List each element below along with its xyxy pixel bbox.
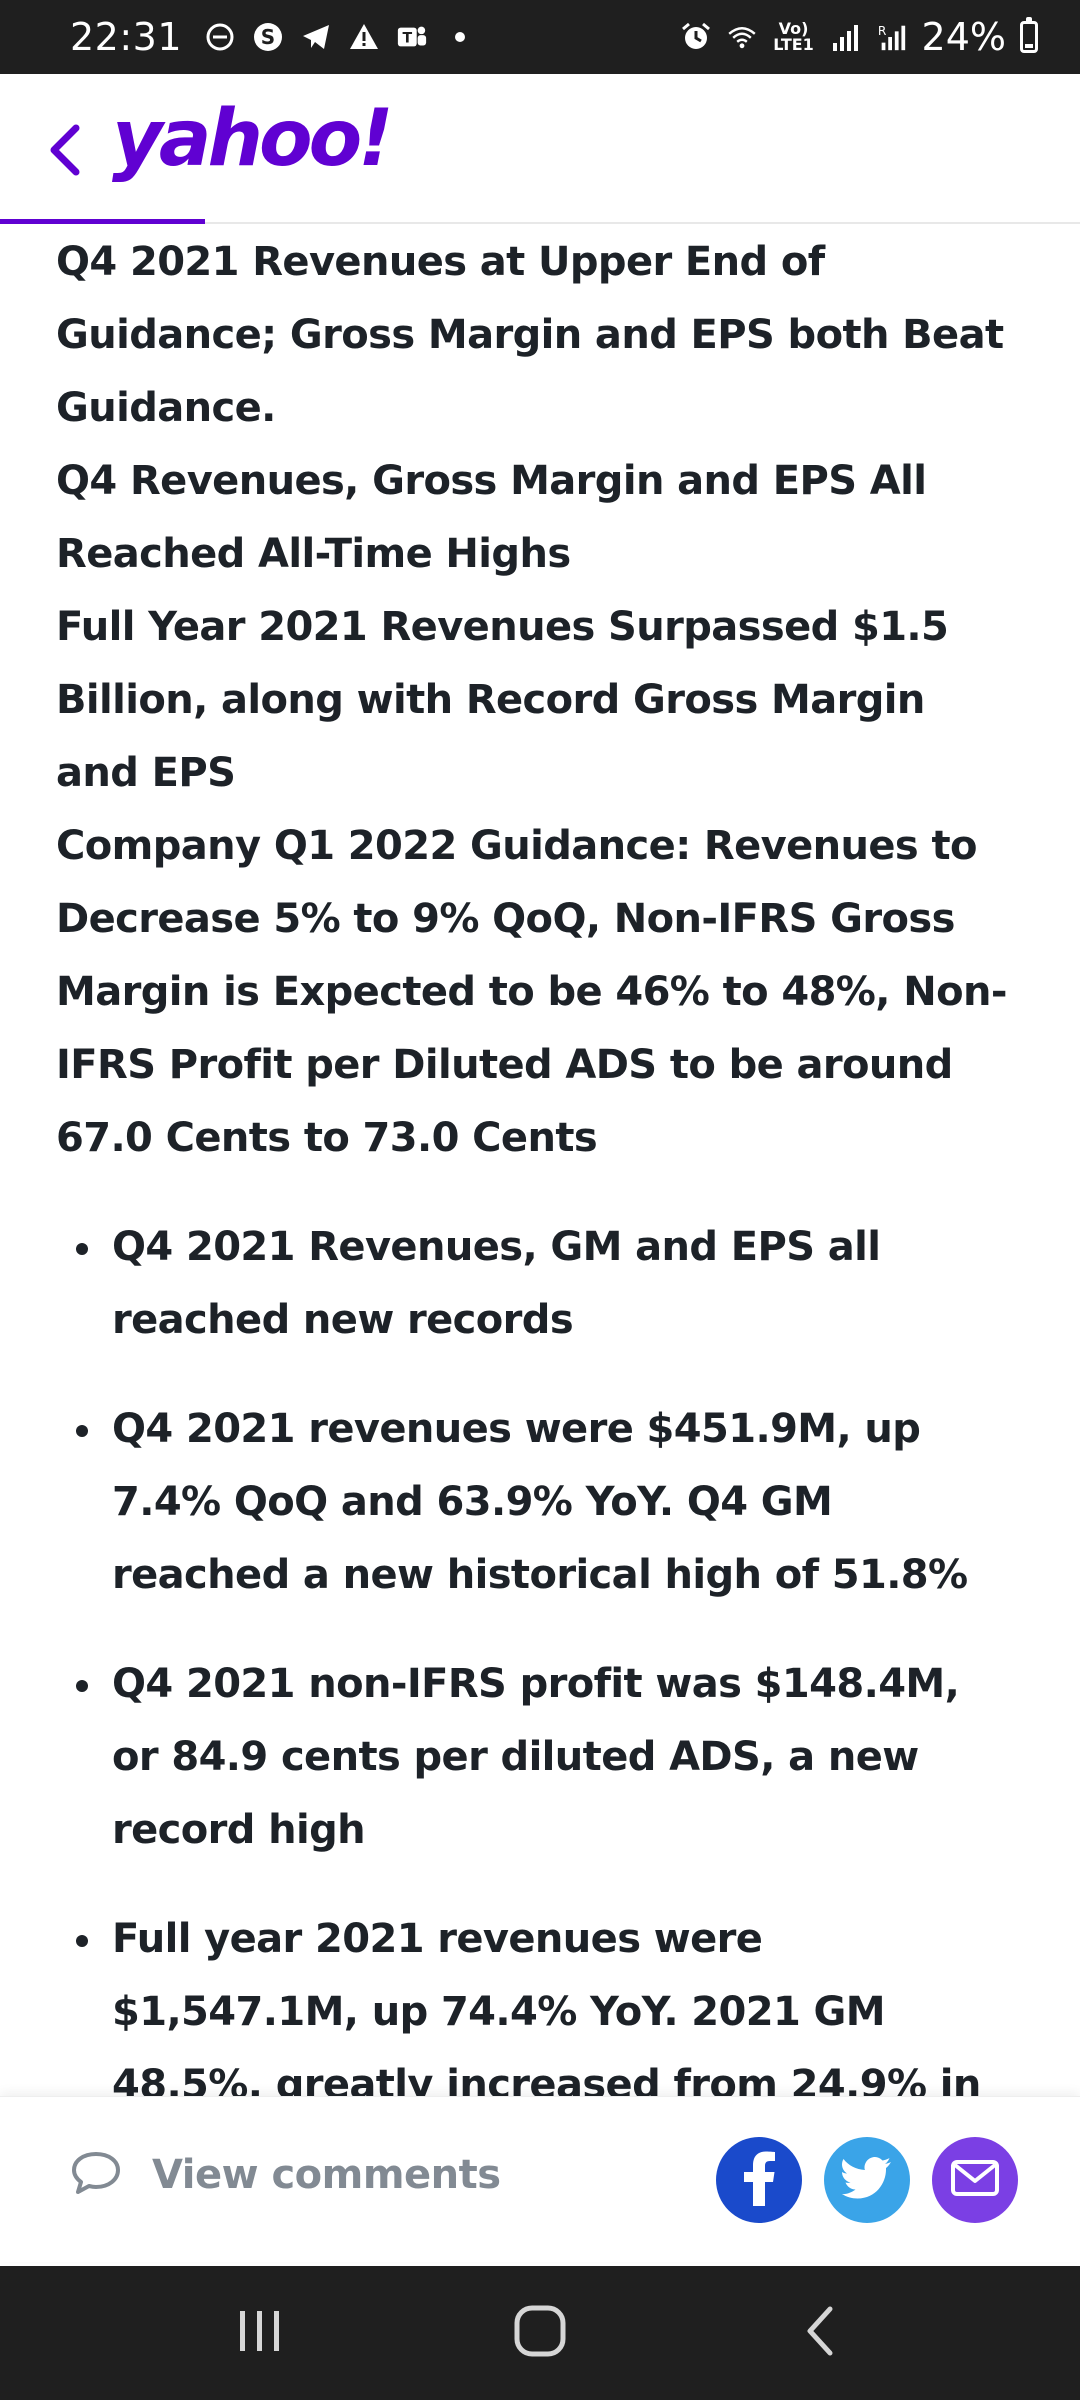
svg-text:R: R: [877, 24, 886, 38]
bullet-item: Q4 2021 revenues were $451.9M, up 7.4% Q…: [56, 1393, 1016, 1612]
highlight-line: Full Year 2021 Revenues Surpassed $1.5 B…: [56, 604, 949, 796]
recent-apps-icon: [235, 2307, 285, 2359]
view-comments-label: View comments: [152, 2152, 501, 2198]
status-system-icons: Vo) LTE1 R 24%: [680, 15, 1038, 59]
network-type-label: Vo) LTE1: [773, 19, 814, 54]
wifi-icon: [726, 21, 758, 53]
share-email-button[interactable]: [932, 2137, 1018, 2223]
yahoo-logo[interactable]: yahoo!: [112, 94, 394, 184]
view-comments-button[interactable]: View comments: [70, 2149, 501, 2201]
article-highlights: Q4 2021 Revenues at Upper End of Guidanc…: [56, 226, 1016, 1175]
home-button[interactable]: [495, 2288, 585, 2378]
mail-icon: [951, 2160, 999, 2200]
home-icon: [512, 2303, 568, 2363]
battery-icon: [1020, 17, 1038, 53]
status-time: 22:31: [70, 15, 183, 59]
share-buttons: [716, 2137, 1018, 2223]
status-notification-icons: S T: [204, 21, 476, 53]
facebook-icon: [739, 2150, 779, 2210]
bullet-item: Q4 2021 non-IFRS profit was $148.4M, or …: [56, 1648, 1016, 1867]
highlight-line: Company Q1 2022 Guidance: Revenues to De…: [56, 823, 1007, 1161]
skype-icon: S: [252, 21, 284, 53]
alarm-icon: [680, 21, 712, 53]
recent-apps-button[interactable]: [215, 2288, 305, 2378]
highlight-line: Q4 2021 Revenues at Upper End of Guidanc…: [56, 239, 1004, 431]
dot-icon: [444, 21, 476, 53]
do-not-disturb-icon: [204, 21, 236, 53]
chevron-left-icon: [46, 122, 82, 182]
warning-icon: [348, 21, 380, 53]
app-header: yahoo!: [0, 74, 1080, 224]
signal-r-icon: R: [876, 21, 908, 53]
share-twitter-button[interactable]: [824, 2137, 910, 2223]
svg-text:T: T: [402, 31, 412, 47]
signal-icon: [830, 21, 862, 53]
status-bar: 22:31 S T Vo) LTE1 R: [0, 0, 1080, 74]
teams-icon: T: [396, 21, 428, 53]
reading-progress-bar: [0, 219, 206, 224]
bullet-list: Q4 2021 Revenues, GM and EPS all reached…: [56, 1211, 1016, 2195]
system-back-button[interactable]: [775, 2288, 865, 2378]
back-icon: [800, 2303, 840, 2363]
back-button[interactable]: [36, 122, 92, 182]
highlight-line: Q4 Revenues, Gross Margin and EPS All Re…: [56, 458, 927, 577]
article-action-bar: View comments: [0, 2096, 1080, 2262]
share-facebook-button[interactable]: [716, 2137, 802, 2223]
telegram-icon: [300, 21, 332, 53]
bullet-item: Q4 2021 Revenues, GM and EPS all reached…: [56, 1211, 1016, 1357]
comment-bubble-icon: [70, 2149, 122, 2201]
twitter-icon: [842, 2157, 892, 2203]
system-nav-bar: [0, 2266, 1080, 2400]
svg-text:S: S: [261, 25, 275, 49]
battery-percent: 24%: [921, 15, 1006, 59]
article-body: Q4 2021 Revenues at Upper End of Guidanc…: [56, 226, 1016, 2231]
